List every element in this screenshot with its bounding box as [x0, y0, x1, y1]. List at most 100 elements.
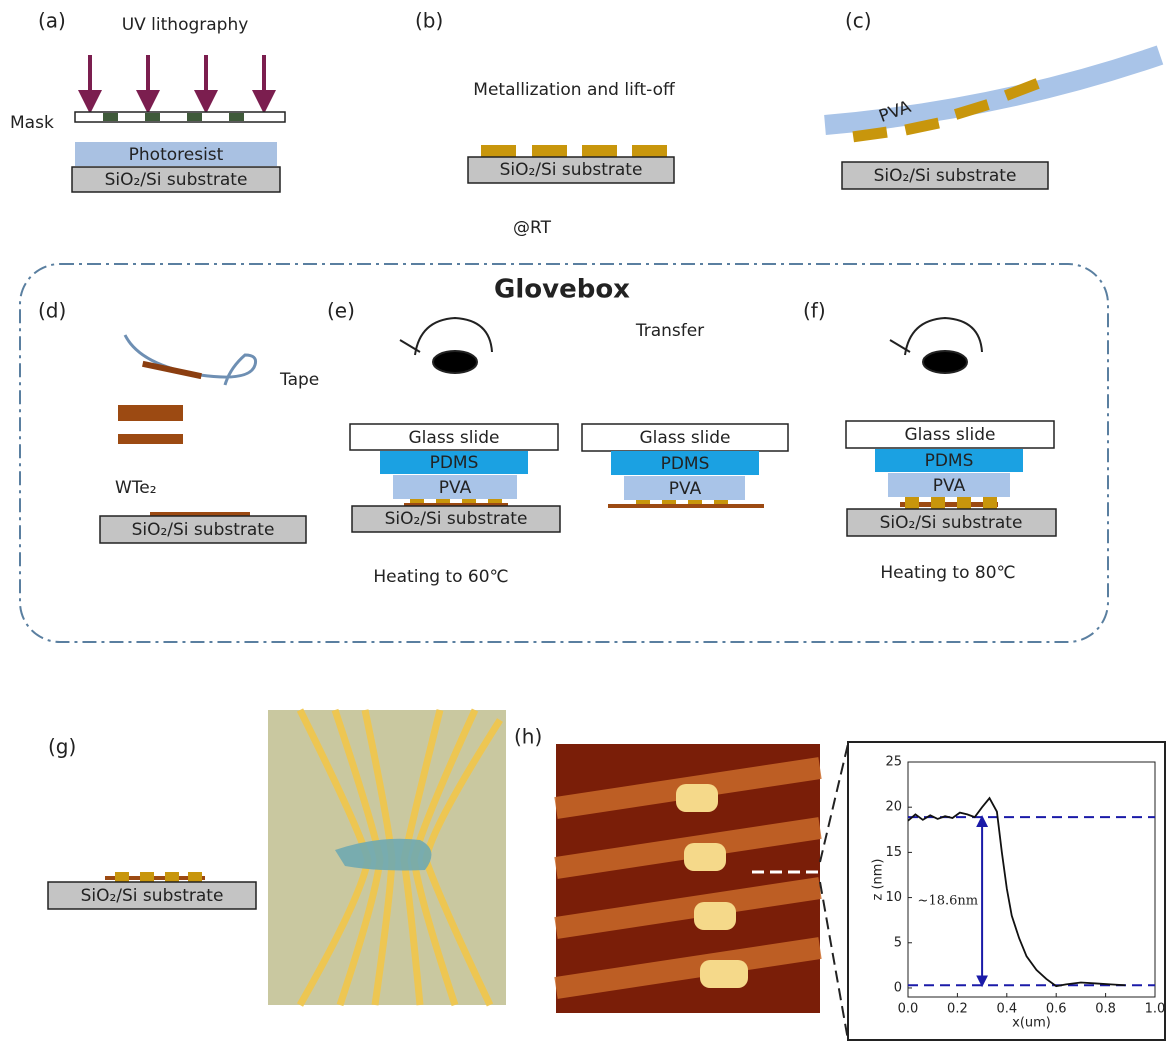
flake — [900, 502, 998, 507]
glass-slide — [349, 423, 559, 451]
metal-pads — [636, 500, 728, 505]
material-label: WTe₂ — [115, 478, 157, 498]
flake — [404, 503, 508, 506]
optical-image — [268, 708, 506, 1007]
flake — [150, 512, 250, 516]
panel-f: (f) Glass slide PDMS PVA SiO₂/Si substra… — [803, 299, 1057, 583]
panel-label: (h) — [514, 725, 542, 749]
layer-label: Glass slide — [409, 428, 500, 448]
layer-label: PDMS — [430, 453, 479, 473]
metal-pads — [115, 872, 202, 882]
flake — [142, 360, 202, 380]
y-tick-label: 20 — [885, 800, 902, 815]
eye — [399, 316, 493, 374]
panel-label: (a) — [38, 9, 66, 33]
panel-b: (b) Metallization and lift-off SiO₂/Si s… — [415, 9, 676, 239]
pdms — [380, 451, 528, 474]
panel-g: (g) SiO₂/Si substrate — [47, 708, 506, 1007]
metal-pads — [852, 78, 1040, 143]
y-tick-label: 10 — [885, 890, 902, 905]
substrate — [467, 156, 675, 184]
panel-label: (e) — [327, 299, 355, 323]
y-tick-label: 5 — [894, 935, 902, 950]
uv-arrows — [78, 55, 276, 114]
step-title: Metallization and lift-off — [473, 80, 676, 100]
layer-label: SiO₂/Si substrate — [132, 520, 275, 540]
step-title: UV lithography — [122, 15, 249, 35]
panel-d: (d) Tape WTe₂ SiO₂/Si substrate — [38, 299, 319, 544]
pdms — [611, 451, 759, 475]
layer-label: SiO₂/Si substrate — [880, 513, 1023, 533]
x-tick-label: 1.0 — [1145, 1002, 1166, 1017]
substrate — [99, 515, 307, 544]
substrate — [846, 508, 1057, 537]
layer-label: Glass slide — [640, 428, 731, 448]
metal-pads — [410, 499, 502, 506]
step-title: Transfer — [635, 321, 704, 341]
panel-label: (g) — [48, 735, 76, 759]
layer-label: SiO₂/Si substrate — [105, 170, 248, 190]
panel-a: (a) UV lithography Mask Photoresist SiO₂… — [10, 9, 286, 193]
crystal — [118, 434, 183, 444]
layer-label: PDMS — [661, 454, 710, 474]
layer-label: PVA — [669, 479, 702, 499]
annotation: ~18.6nm — [918, 894, 979, 909]
pva — [888, 473, 1010, 497]
flake — [105, 876, 205, 880]
substrate — [841, 161, 1049, 190]
layer-label: Glass slide — [905, 425, 996, 445]
metal-pads — [481, 145, 667, 157]
metal-pads — [905, 497, 997, 509]
layer-label: PVA — [439, 478, 472, 498]
x-tick-label: 0.6 — [1046, 1002, 1067, 1017]
glovebox-title: Glovebox — [494, 275, 630, 305]
x-tick-label: 0.8 — [1095, 1002, 1116, 1017]
x-tick-label: 0.0 — [898, 1002, 919, 1017]
flake — [608, 504, 764, 508]
x-tick-label: 0.4 — [996, 1002, 1017, 1017]
panel-e: (e) Transfer Glass slide PDMS PVA SiO₂/S… — [327, 299, 789, 587]
pdms — [875, 449, 1023, 472]
mask-dark — [103, 113, 244, 121]
glovebox-border — [19, 263, 1109, 643]
substrate — [351, 505, 561, 533]
mask — [74, 111, 286, 123]
plot-frame — [907, 761, 1156, 998]
zoom-lines — [819, 743, 849, 1041]
layer-label: SiO₂/Si substrate — [500, 160, 643, 180]
panel-label: (f) — [803, 299, 826, 323]
afm-image — [554, 744, 822, 1013]
tape-label: Tape — [279, 370, 319, 390]
layer-label: SiO₂/Si substrate — [81, 886, 224, 906]
eye — [889, 316, 983, 374]
panel-c: (c) PVA SiO₂/Si substrate — [824, 9, 1164, 190]
panel-label: (b) — [415, 9, 443, 33]
layer-label: SiO₂/Si substrate — [385, 509, 528, 529]
y-tick-label: 0 — [894, 980, 902, 995]
substrate — [71, 166, 281, 193]
profile-chart: 0.0 0.2 0.4 0.6 0.8 1.0 0 5 10 15 20 25 x(um) z (nm) ~… — [871, 755, 1166, 1031]
panel-label: (d) — [38, 299, 66, 323]
profile-line — [907, 796, 1126, 988]
step-note: Heating to 60℃ — [373, 567, 508, 587]
tape — [123, 334, 257, 386]
x-axis-label: x(um) — [1012, 1016, 1051, 1031]
pva-film — [824, 45, 1164, 135]
step-note: Heating to 80℃ — [880, 563, 1015, 583]
glass-slide — [581, 423, 789, 452]
substrate — [47, 881, 257, 910]
panel-label: (c) — [845, 9, 872, 33]
layer-label: SiO₂/Si substrate — [874, 166, 1017, 186]
panel-h: (h) — [514, 725, 1166, 1041]
y-axis-label: z (nm) — [871, 858, 886, 900]
pva — [393, 475, 517, 499]
y-tick-label: 15 — [885, 845, 902, 860]
x-tick-label: 0.2 — [947, 1002, 968, 1017]
layer-label: PDMS — [925, 451, 974, 471]
pva — [624, 476, 745, 500]
mask-label: Mask — [10, 113, 54, 133]
note: @RT — [513, 218, 552, 238]
photoresist — [75, 142, 277, 166]
layer-label: PVA — [933, 476, 966, 496]
